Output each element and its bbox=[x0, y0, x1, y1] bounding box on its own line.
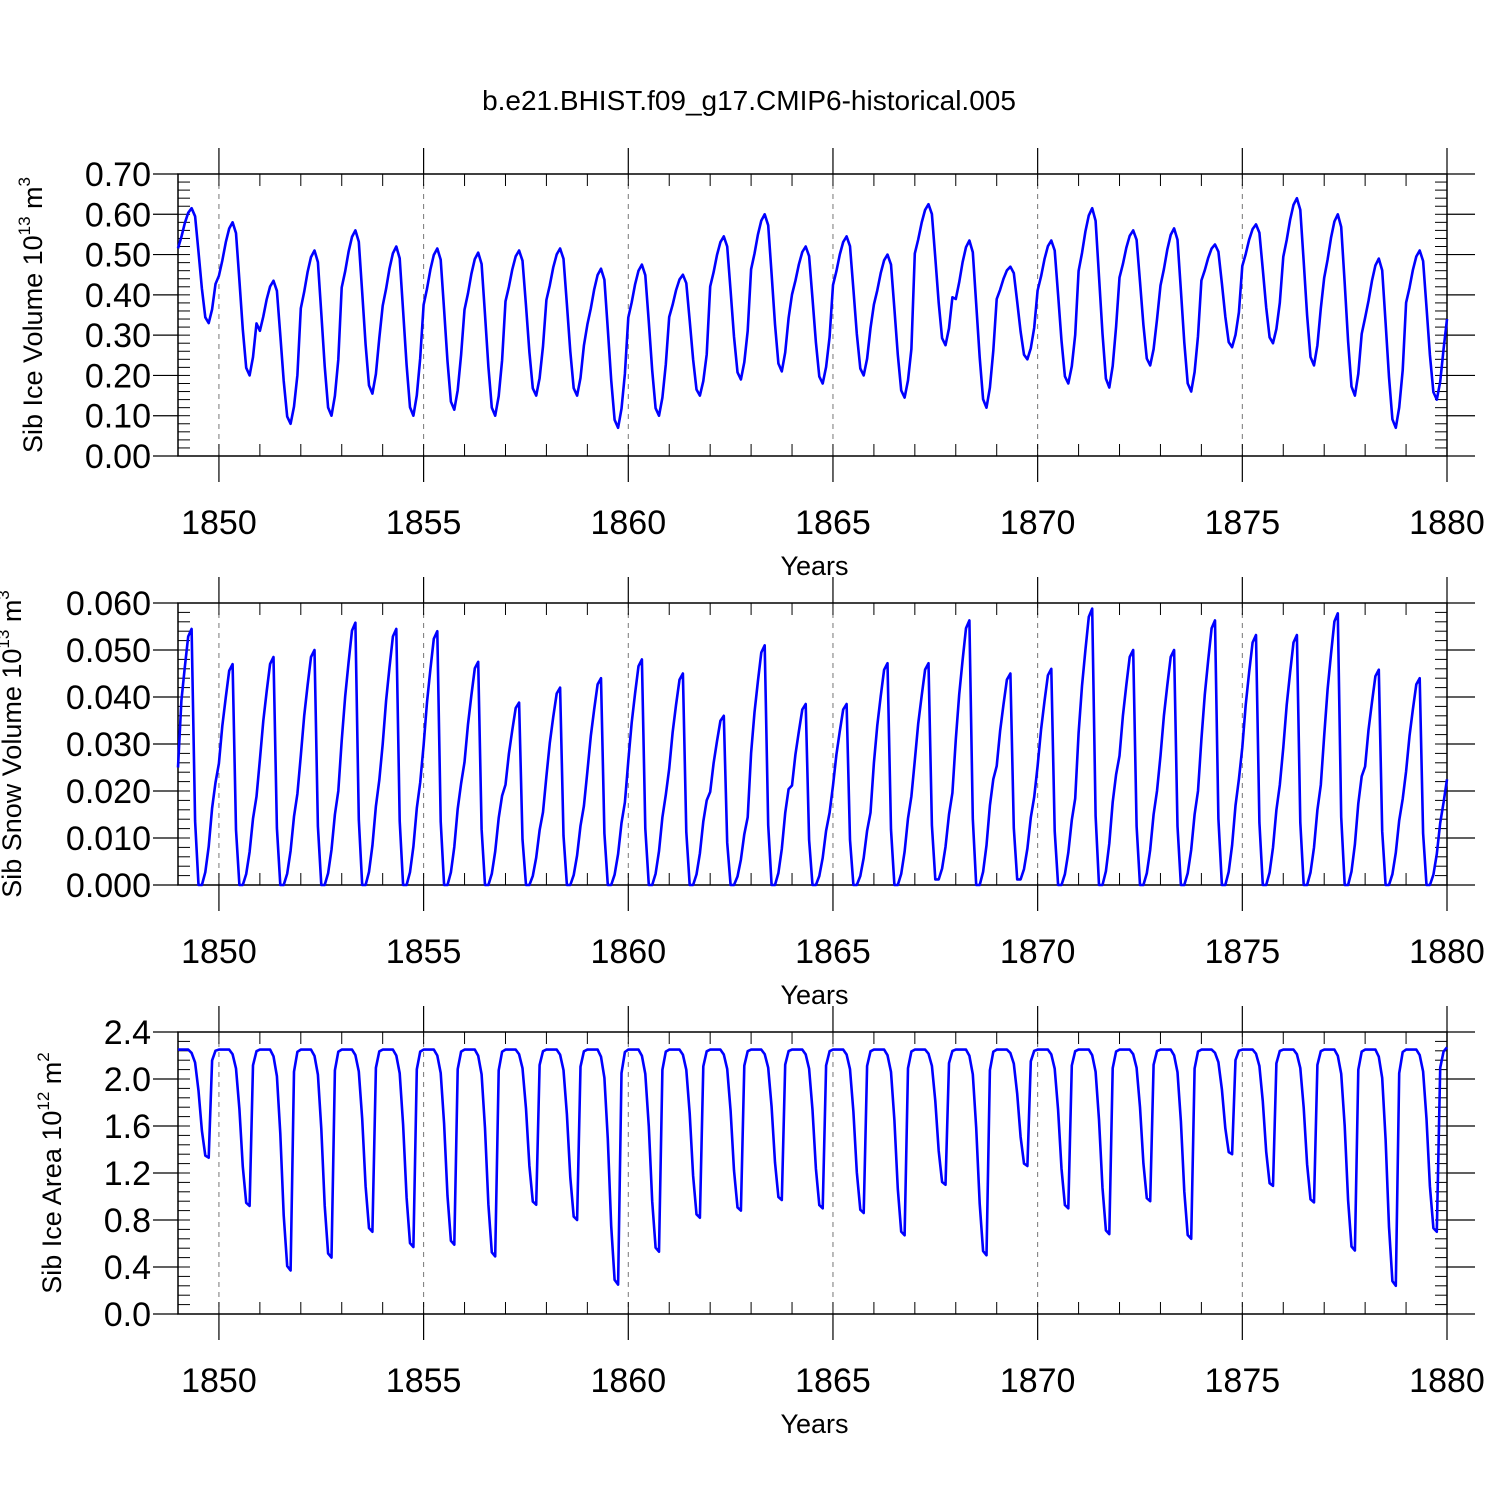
x-tick-label: 1880 bbox=[1409, 1362, 1485, 1400]
y-tick-label: 0.040 bbox=[66, 679, 151, 717]
x-tick-label: 1860 bbox=[590, 1362, 666, 1400]
y-tick-label: 0.00 bbox=[85, 438, 151, 476]
y-tick-label: 0.40 bbox=[85, 277, 151, 315]
y-axis-label-unit-exponent: 3 bbox=[15, 177, 34, 186]
x-tick-label: 1875 bbox=[1205, 1362, 1281, 1400]
y-axis-label-unit: m bbox=[18, 186, 48, 216]
y-tick-label: 0.20 bbox=[85, 357, 151, 395]
x-tick-label: 1850 bbox=[181, 933, 257, 971]
y-tick-label: 0.000 bbox=[66, 867, 151, 905]
chart-title: b.e21.BHIST.f09_g17.CMIP6-historical.005 bbox=[482, 85, 1016, 116]
panel-ice-volume: 0.000.100.200.300.400.500.600.70 1850 1855… bbox=[15, 148, 1485, 581]
y-axis-label: Sib Ice Area 1012 m2 bbox=[34, 1052, 67, 1294]
y-axis-label-exponent: 12 bbox=[34, 1092, 53, 1111]
y-tick-label: 0.8 bbox=[104, 1202, 151, 1240]
panel-ice-area: 0.0 0.4 0.8 1.2 1.6 2.0 2.4 1850 1855 1860 1865 187… bbox=[34, 1006, 1485, 1439]
x-tick-label: 1855 bbox=[386, 1362, 462, 1400]
y-axis-label-text: Sib Snow Volume 10 bbox=[0, 649, 27, 898]
y-tick-label: 0.050 bbox=[66, 632, 151, 670]
plot-frame bbox=[177, 1031, 1448, 1315]
y-tick-label: 0.30 bbox=[85, 317, 151, 355]
y-tick-label: 0.50 bbox=[85, 237, 151, 275]
x-tick-label: 1875 bbox=[1205, 933, 1281, 971]
panel-snow-volume: 0.000 0.010 0.020 0.030 0.040 0.050 0.060 1850 1… bbox=[0, 577, 1485, 1010]
y-tick-label: 0.030 bbox=[66, 726, 151, 764]
x-tick-label: 1870 bbox=[1000, 1362, 1076, 1400]
y-tick-label: 1.2 bbox=[104, 1155, 151, 1193]
x-tick-label: 1870 bbox=[1000, 933, 1076, 971]
series-line bbox=[178, 1046, 1449, 1288]
x-tick-label: 1865 bbox=[795, 1362, 871, 1400]
x-tick-label: 1860 bbox=[590, 933, 666, 971]
series-line bbox=[176, 607, 1449, 887]
y-tick-label: 1.6 bbox=[104, 1108, 151, 1146]
y-axis-label: Sib Snow Volume 1013 m3 bbox=[0, 590, 27, 898]
y-tick-label: 2.4 bbox=[104, 1014, 151, 1052]
x-tick-label: 1870 bbox=[1000, 504, 1076, 542]
x-tick-label: 1860 bbox=[590, 504, 666, 542]
y-axis-label-exponent: 13 bbox=[15, 216, 34, 235]
x-axis-label: Years bbox=[780, 551, 848, 581]
y-tick-label: 0.020 bbox=[66, 773, 151, 811]
y-axis-label-unit-exponent: 3 bbox=[0, 590, 13, 599]
y-axis-label-unit: m bbox=[0, 600, 27, 630]
x-tick-label: 1880 bbox=[1409, 504, 1485, 542]
y-tick-label: 0.10 bbox=[85, 398, 151, 436]
y-tick-label: 0.060 bbox=[66, 585, 151, 623]
x-tick-label: 1875 bbox=[1205, 504, 1281, 542]
y-tick-label: 0.60 bbox=[85, 196, 151, 234]
x-tick-label: 1865 bbox=[795, 933, 871, 971]
plot-frame bbox=[177, 173, 1448, 457]
x-tick-label: 1855 bbox=[386, 933, 462, 971]
x-tick-label: 1865 bbox=[795, 504, 871, 542]
y-tick-label: 2.0 bbox=[104, 1061, 151, 1099]
x-tick-label: 1880 bbox=[1409, 933, 1485, 971]
x-tick-label: 1850 bbox=[181, 1362, 257, 1400]
y-tick-label: 0.0 bbox=[104, 1296, 151, 1334]
y-axis-label-exponent: 13 bbox=[0, 630, 13, 649]
x-tick-label: 1855 bbox=[386, 504, 462, 542]
y-axis-label-unit-exponent: 2 bbox=[34, 1052, 53, 1061]
y-tick-label: 0.010 bbox=[66, 820, 151, 858]
y-tick-label: 0.4 bbox=[104, 1249, 151, 1287]
x-axis-label: Years bbox=[780, 980, 848, 1010]
y-axis-label: Sib Ice Volume 1013 m3 bbox=[15, 177, 48, 453]
x-axis-label: Years bbox=[780, 1409, 848, 1439]
y-axis-label-unit: m bbox=[37, 1062, 67, 1092]
y-axis-label-text: Sib Ice Area 10 bbox=[37, 1111, 67, 1294]
y-tick-label: 0.70 bbox=[85, 156, 151, 194]
series-line bbox=[176, 196, 1449, 430]
y-axis-label-text: Sib Ice Volume 10 bbox=[18, 235, 48, 453]
x-tick-label: 1850 bbox=[181, 504, 257, 542]
